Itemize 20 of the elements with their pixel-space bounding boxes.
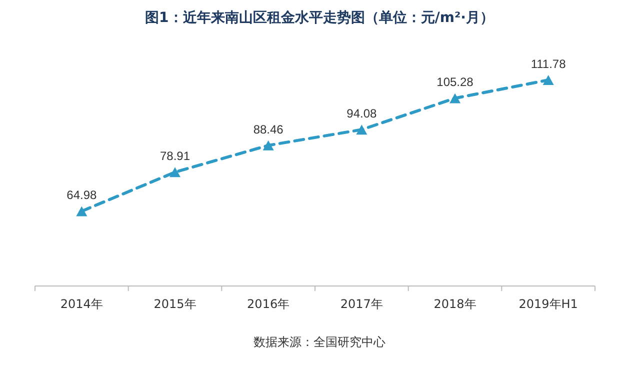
data-label: 64.98 [66,188,98,202]
x-tick-label: 2014年 [60,297,103,311]
data-label: 88.46 [253,122,284,136]
data-label: 94.08 [346,106,378,121]
chart-title: 图1：近年来南山区租金水平走势图（单位：元/m²·月） [145,9,494,26]
point [542,75,554,85]
x-tick-label: 2017年 [340,297,383,311]
data-label: 78.91 [160,149,190,164]
point [450,93,460,104]
point [76,206,88,216]
data-label: 105.28 [436,75,474,90]
x-tick-label: 2015年 [154,297,196,311]
source-note: 数据来源：全国研究中心 [254,335,386,349]
point [170,167,180,178]
x-tick-label: 2019年H1 [518,297,578,311]
x-tick-label: 2016年 [247,297,290,311]
point [356,124,368,135]
x-tick-label: 2018年 [434,297,476,311]
point [262,140,274,150]
data-label: 111.78 [530,57,566,71]
